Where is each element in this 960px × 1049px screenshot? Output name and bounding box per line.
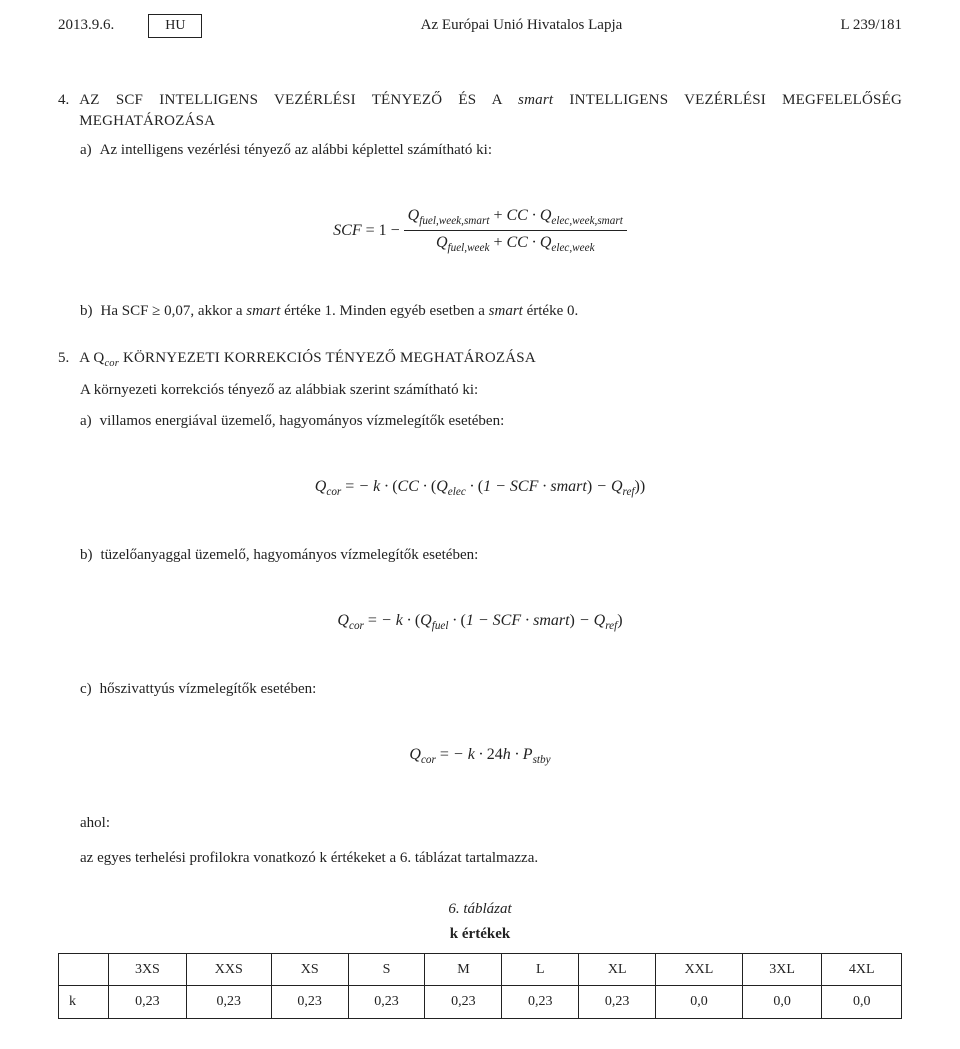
section-4b-text-2: értéke 1. Minden egyéb esetben a <box>280 303 488 319</box>
section-5a-text: villamos energiával üzemelő, hagyományos… <box>100 411 902 432</box>
section-5-title-sub: cor <box>104 358 119 369</box>
section-4a-text: Az intelligens vezérlési tényező az aláb… <box>100 140 902 161</box>
section-5c-text: hőszivattyús vízmelegítők esetében: <box>100 679 902 700</box>
table-header-xxl: XXL <box>656 953 743 986</box>
section-5a: a) villamos energiával üzemelő, hagyomán… <box>80 411 902 432</box>
section-5-number: 5. <box>58 348 69 372</box>
section-5b-text: tüzelőanyaggal üzemelő, hagyományos vízm… <box>101 545 903 566</box>
header-left: 2013.9.6. HU <box>58 14 202 38</box>
section-4a-label: a) <box>80 140 92 161</box>
section-5b: b) tüzelőanyaggal üzemelő, hagyományos v… <box>80 545 902 566</box>
formula-qcor-hp: Qcor = − k · 24h · Pstby <box>58 744 902 769</box>
table-header-xxs: XXS <box>186 953 271 986</box>
k-values-table: 3XS XXS XS S M L XL XXL 3XL 4XL k 0,23 0… <box>58 953 902 1019</box>
section-4-title-italic: smart <box>518 92 553 108</box>
table-note: az egyes terhelési profilokra vonatkozó … <box>80 848 902 869</box>
section-5c: c) hőszivattyús vízmelegítők esetében: <box>80 679 902 700</box>
section-4b-text-3: értéke 0. <box>523 303 578 319</box>
table-header-3xs: 3XS <box>109 953 187 986</box>
section-4b-text: Ha SCF ≥ 0,07, akkor a smart értéke 1. M… <box>101 301 903 322</box>
section-5c-label: c) <box>80 679 92 700</box>
table-row: k 0,23 0,23 0,23 0,23 0,23 0,23 0,23 0,0… <box>59 986 902 1019</box>
section-5-title-before: A Q <box>79 350 104 366</box>
section-4-title: AZ SCF INTELLIGENS VEZÉRLÉSI TÉNYEZŐ ÉS … <box>79 90 902 132</box>
table-header-3xl: 3XL <box>742 953 822 986</box>
table-cell: 0,23 <box>348 986 425 1019</box>
page-header: 2013.9.6. HU Az Európai Unió Hivatalos L… <box>58 14 902 38</box>
ahol-label: ahol: <box>80 813 902 834</box>
header-lang-box: HU <box>148 14 202 38</box>
section-5-title-after: KÖRNYEZETI KORREKCIÓS TÉNYEZŐ MEGHATÁROZ… <box>119 350 536 366</box>
table-cell: 0,23 <box>579 986 656 1019</box>
section-4b-label: b) <box>80 301 93 322</box>
formula-scf: SCF = 1 − Qfuel,week,smart + CC · Qelec,… <box>58 205 902 258</box>
table-title: k értékek <box>58 924 902 945</box>
section-5b-label: b) <box>80 545 93 566</box>
table-caption: 6. táblázat <box>58 899 902 920</box>
header-page-ref: L 239/181 <box>840 15 902 36</box>
table-cell: 0,23 <box>502 986 579 1019</box>
table-header-m: M <box>425 953 502 986</box>
formula-qcor-elec: Qcor = − k · (CC · (Qelec · (1 − SCF · s… <box>58 476 902 501</box>
section-4b: b) Ha SCF ≥ 0,07, akkor a smart értéke 1… <box>80 301 902 322</box>
header-journal-title: Az Európai Unió Hivatalos Lapja <box>421 15 623 36</box>
table-cell: 0,23 <box>186 986 271 1019</box>
section-4-number: 4. <box>58 90 69 132</box>
section-5-body: A környezeti korrekciós tényező az alább… <box>80 380 902 432</box>
table-cell: 0,0 <box>656 986 743 1019</box>
table-header-blank <box>59 953 109 986</box>
table-header-l: L <box>502 953 579 986</box>
section-5-heading: 5. A Qcor KÖRNYEZETI KORREKCIÓS TÉNYEZŐ … <box>58 348 902 372</box>
table-cell: 0,23 <box>271 986 348 1019</box>
table-header-4xl: 4XL <box>822 953 902 986</box>
table-cell: 0,0 <box>742 986 822 1019</box>
table-header-s: S <box>348 953 425 986</box>
table-cell: 0,23 <box>425 986 502 1019</box>
section-4-title-part1: AZ SCF INTELLIGENS VEZÉRLÉSI TÉNYEZŐ ÉS … <box>79 92 518 108</box>
section-4-heading: 4. AZ SCF INTELLIGENS VEZÉRLÉSI TÉNYEZŐ … <box>58 90 902 132</box>
header-date: 2013.9.6. <box>58 15 114 36</box>
section-5-intro: A környezeti korrekciós tényező az alább… <box>80 380 902 401</box>
section-4b-text-1: Ha SCF ≥ 0,07, akkor a <box>101 303 247 319</box>
table-row-label: k <box>59 986 109 1019</box>
table-cell: 0,0 <box>822 986 902 1019</box>
table-header-row: 3XS XXS XS S M L XL XXL 3XL 4XL <box>59 953 902 986</box>
section-5-title: A Qcor KÖRNYEZETI KORREKCIÓS TÉNYEZŐ MEG… <box>79 348 902 372</box>
section-4b-italic-1: smart <box>246 303 280 319</box>
table-header-xs: XS <box>271 953 348 986</box>
formula-qcor-fuel: Qcor = − k · (Qfuel · (1 − SCF · smart) … <box>58 610 902 635</box>
table-cell: 0,23 <box>109 986 187 1019</box>
section-4b-italic-2: smart <box>489 303 523 319</box>
section-5a-label: a) <box>80 411 92 432</box>
section-4a: a) Az intelligens vezérlési tényező az a… <box>80 140 902 161</box>
table-header-xl: XL <box>579 953 656 986</box>
